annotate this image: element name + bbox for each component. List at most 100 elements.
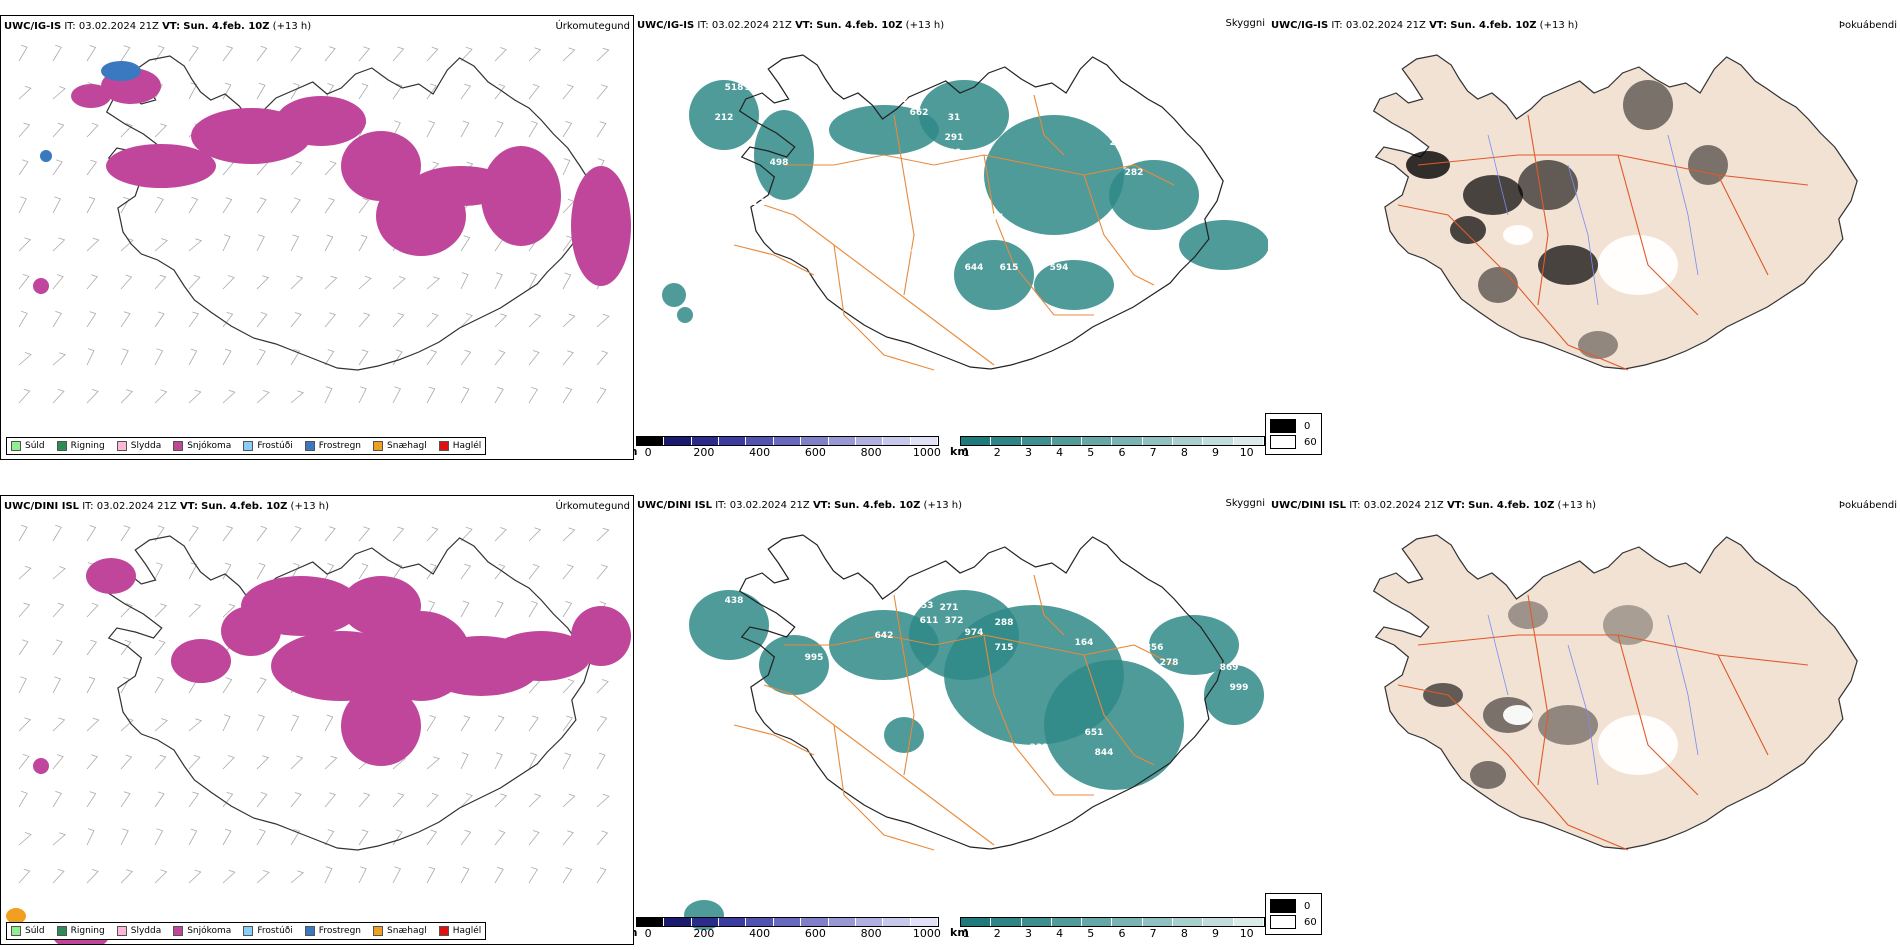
colorbar-tick: 400 [749,927,771,940]
colorbar-box [664,918,692,926]
snow-area [86,558,136,594]
legend-item: Slydda [116,441,161,451]
low-cloud-area [954,240,1034,310]
low-cloud-area [689,590,769,660]
legend-label: Rigning [70,441,105,451]
cloud-areas [684,590,1264,930]
cloud-base-label: 271 [940,603,959,613]
colorbar-box [961,437,992,445]
road-network [1397,114,1809,371]
colorbar-box [1082,918,1113,926]
precip-legend: Súld Rigning Slydda Snjókoma Frostúði Frostre… [6,437,487,455]
cloud-base-label: 856 [1145,643,1164,653]
fog-map [1372,534,1858,851]
low-cloud-area [884,717,924,753]
low-cloud-area [1179,220,1268,270]
colorbar-tick: 1 [962,927,970,940]
colorbar-box [991,437,1022,445]
legend-label: Súld [25,441,45,451]
legend-swatch [56,441,67,451]
panel-type-label: Úrkomutegund [555,501,630,512]
colorbar-tick: 4 [1056,927,1064,940]
panel-title: UWC/IG-IS IT: 03.02.2024 21Z VT: Sun. 4.… [637,20,945,31]
colorbar-tick: 8 [1180,446,1188,459]
legend-swatch [56,926,67,936]
cloud-base-label: 732 [890,95,909,105]
panel-type-label: Skyggni [1225,18,1265,29]
cloud-base-label: 662 [910,108,929,118]
legend-label: Frostúði [257,926,293,936]
colorbar-box [828,918,856,926]
cloud-base-label: 360 [995,743,1014,753]
fog-area [1406,151,1450,179]
fog-area [1463,175,1523,215]
legend-swatch [243,441,254,451]
cloud-panel-row2: UWC/DINI ISL IT: 03.02.2024 21Z VT: Sun.… [634,495,1268,945]
colorbar-tick: 6 [1118,446,1126,459]
fog-area [1450,216,1486,244]
legend-item: Snæhagl [373,441,427,451]
colorbar-boxes [960,436,1265,446]
legend-swatch [116,926,127,936]
colorbar-box [801,918,829,926]
colorbar-tick: 800 [860,446,882,459]
colorbar-tick: 6 [1118,927,1126,940]
legend-item: Frostregn [304,926,361,936]
colorbar-boxes [636,917,939,927]
fog-area [1538,705,1598,745]
legend-label: Haglél [452,926,482,936]
legend-swatch [373,441,384,451]
cloud-base-label: 844 [1095,748,1114,758]
fog-legend-swatch [1270,915,1296,929]
legend-swatch [173,441,184,451]
iceland-outline [1372,54,1858,370]
legend-label: Snjókoma [187,926,232,936]
cloud-base-label: 665 [965,173,984,183]
colorbar-tick: 0 [644,446,652,459]
panel-title: UWC/IG-IS IT: 03.02.2024 21Z VT: Sun. 4.… [4,21,312,32]
colorbar-tick: 200 [693,927,715,940]
fog-area [1478,267,1518,303]
colorbar-box [1021,437,1052,445]
colorbar-box [1233,918,1264,926]
fog-panel-row1: UWC/IG-IS IT: 03.02.2024 21Z VT: Sun. 4.… [1268,15,1900,460]
fog-legend-label: 0 [1304,900,1311,912]
colorbar-tick: 0 [644,927,652,940]
colorbar-box [691,437,720,445]
cloud-base-label: 644 [965,263,984,273]
colorbar-box [855,918,884,926]
low-cloud-area [677,307,693,323]
cloud-base-label: 73 [973,733,986,743]
fog-area [1518,160,1578,210]
cloud-panel-row1: UWC/IG-IS IT: 03.02.2024 21Z VT: Sun. 4.… [634,15,1268,460]
colorbar-box [1112,437,1143,445]
precip-map [6,524,631,944]
low-cloud-area [662,283,686,307]
colorbar-box [1203,918,1234,926]
low-cloud-area [1109,160,1199,230]
legend-item: Rigning [56,441,105,451]
colorbar-box [773,437,802,445]
colorbar-box [637,437,665,445]
fog-area [1688,145,1728,185]
snow-area [33,278,49,294]
fog-legend-item: 60 [1270,435,1317,449]
fog-legend-swatch [1270,419,1296,433]
colorbar-ticks: 1 2 3 4 5 6 7 8 9 10 [960,927,1265,941]
colorbar-box [961,918,992,926]
legend-label: Slydda [130,926,162,936]
colorbar-tick: 3 [1024,927,1032,940]
colorbar-tick: 1000 [912,927,941,940]
colorbar-box [691,918,720,926]
snow-area [71,84,111,108]
legend-label: Súld [25,926,45,936]
colorbar-unit: km [950,445,969,458]
clear-area [1598,715,1678,775]
colorbar-box [910,918,938,926]
legend-label: Snæhagl [387,441,427,451]
colorbar-box [991,918,1022,926]
legend-label: Frostregn [318,441,362,451]
